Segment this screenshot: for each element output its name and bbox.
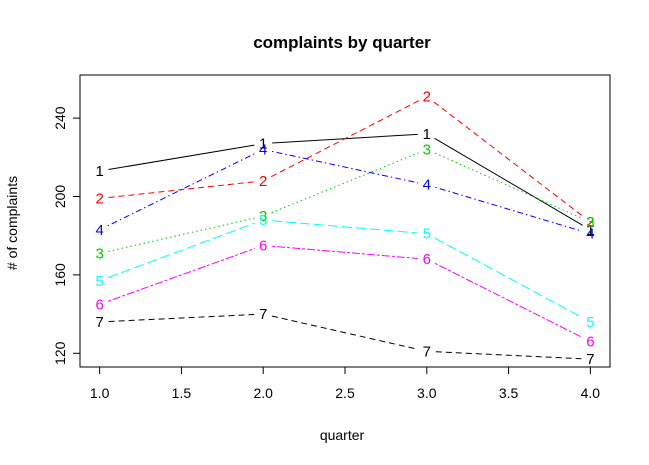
series-5-point-label: 5 — [95, 273, 103, 290]
series-4-segment — [435, 186, 582, 232]
y-axis: 120 160 200 240 — [52, 106, 80, 365]
series-2-point-label: 2 — [423, 89, 431, 106]
series-4-point-label: 4 — [259, 141, 267, 158]
series-1-point-label: 1 — [259, 136, 267, 153]
series-4-segment — [107, 152, 256, 227]
series-1-point-label: 1 — [95, 163, 103, 180]
y-tick-label: 240 — [52, 106, 68, 130]
series-3-point-label: 3 — [259, 208, 267, 225]
plot-area-border — [79, 74, 611, 368]
series-4-segment — [271, 150, 419, 184]
series-6-point-label: 6 — [423, 251, 431, 268]
series-5-point-label: 5 — [423, 226, 431, 243]
series-5-segment — [434, 237, 583, 319]
x-tick-label: 3.0 — [417, 385, 437, 401]
series-7-segment — [108, 314, 255, 322]
series-3-point-label: 3 — [586, 214, 594, 231]
y-tick-label: 120 — [52, 341, 68, 365]
series-7-segment — [271, 315, 419, 350]
series-4-point-label: 4 — [95, 222, 103, 239]
series-4-point-label: 4 — [586, 226, 594, 243]
series-5-segment — [107, 222, 255, 279]
series-1-point-label: 1 — [423, 126, 431, 143]
series-1-segment — [108, 144, 255, 171]
chart-title: complaints by quarter — [253, 33, 431, 52]
series-2-segment — [433, 101, 584, 217]
x-axis: 1.0 1.5 2.0 2.5 3.0 3.5 4.0 — [90, 367, 600, 401]
series-6-segment — [107, 248, 255, 302]
series-2-point-label: 2 — [95, 190, 103, 207]
series-5-point-label: 5 — [259, 212, 267, 229]
series-1-segment — [434, 137, 583, 226]
x-tick-label: 2.0 — [253, 385, 273, 401]
y-tick-label: 160 — [52, 263, 68, 287]
x-tick-label: 1.5 — [172, 385, 192, 401]
series-3-point-label: 3 — [95, 245, 103, 262]
series-5-point-label: 5 — [586, 314, 594, 331]
series-lines — [107, 100, 584, 360]
series-2-point-label: 2 — [586, 214, 594, 231]
x-tick-label: 4.0 — [581, 385, 601, 401]
series-6-point-label: 6 — [586, 334, 594, 351]
series-7-segment — [435, 351, 582, 360]
series-7-point-label: 7 — [423, 343, 431, 360]
y-tick-label: 200 — [52, 185, 68, 209]
series-2-segment — [270, 100, 420, 178]
series-3-segment — [434, 152, 583, 219]
x-axis-label: quarter — [320, 427, 365, 443]
series-7-point-label: 7 — [95, 314, 103, 331]
series-6-point-label: 6 — [259, 237, 267, 254]
x-tick-label: 2.5 — [335, 385, 355, 401]
series-3-segment — [108, 217, 255, 252]
series-3-point-label: 3 — [423, 141, 431, 158]
series-6-point-label: 6 — [95, 296, 103, 313]
y-axis-label: # of complaints — [4, 176, 20, 270]
series-4-point-label: 4 — [423, 177, 431, 194]
x-tick-label: 1.0 — [90, 385, 110, 401]
series-6-segment — [434, 262, 583, 338]
series-6-segment — [272, 245, 418, 259]
series-1-point-label: 1 — [586, 222, 594, 239]
series-5-segment — [272, 220, 418, 234]
series-7-point-label: 7 — [586, 351, 594, 368]
series-3-segment — [271, 152, 419, 214]
series-7-point-label: 7 — [259, 306, 267, 323]
series-2-point-label: 2 — [259, 173, 267, 190]
x-tick-label: 3.5 — [499, 385, 519, 401]
